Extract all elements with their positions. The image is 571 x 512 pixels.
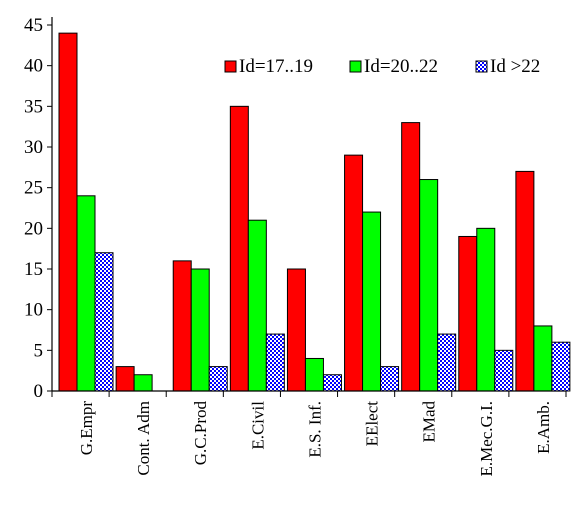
y-tick-label: 30: [24, 137, 43, 158]
legend-item: Id >22: [475, 56, 540, 77]
bar-id-20-22-emad: [419, 179, 439, 392]
y-tick-label: 35: [24, 96, 43, 117]
y-tick-label: 20: [24, 218, 43, 239]
bar-id-17-19-eelect: [344, 154, 364, 392]
bar-id-20-22-e-mec-g-i: [476, 227, 496, 392]
y-tick-label: 45: [24, 15, 43, 36]
bar-id-17-19-g-c-prod: [172, 260, 192, 392]
bar-id-22-e-civil: [265, 333, 285, 392]
bar-id-17-19-e-mec-g-i: [458, 235, 478, 392]
bar-id-20-22-e-civil: [247, 219, 267, 392]
bar-id-17-19-emad: [401, 122, 421, 392]
bar-id-17-19-cont-adm: [115, 366, 135, 392]
bar-id-22-e-mec-g-i: [494, 349, 514, 392]
x-category-label: E.Mec.G.I.: [477, 401, 496, 477]
bar-id-20-22-e-amb: [533, 325, 553, 392]
y-tick-label: 15: [24, 259, 43, 280]
legend-label: Id=17..19: [239, 56, 313, 77]
bars-layer: [58, 32, 571, 392]
bar-id-22-emad: [437, 333, 457, 392]
bar-id-22-eelect: [380, 366, 400, 392]
bar-id-17-19-e-amb: [515, 170, 535, 392]
legend-item: Id=20..22: [349, 56, 438, 77]
bar-id-20-22-cont-adm: [133, 374, 153, 392]
legend: Id=17..19 Id=20..22 Id >22: [224, 56, 540, 77]
bar-id-20-22-e-s-inf: [304, 357, 324, 392]
x-category-label: EElect: [363, 401, 382, 447]
bar-id-22-g-c-prod: [208, 366, 228, 392]
x-category-label: G.Empr: [77, 401, 96, 456]
y-tick-label: 40: [24, 56, 43, 77]
x-category-label: E.Civil: [248, 401, 267, 450]
legend-label: Id >22: [490, 56, 540, 77]
bar-id-17-19-g-empr: [58, 32, 78, 392]
axes-layer: 0 5 10 15 20 25 30 35 40 45 G.Empr Cont. Adm G.C.Pro…: [24, 15, 567, 477]
x-category-label: E.Amb.: [534, 401, 553, 454]
legend-swatch: [475, 60, 488, 73]
bar-id-22-e-amb: [551, 341, 571, 392]
x-category-label: E.S. Inf.: [305, 401, 324, 458]
y-tick-label: 25: [24, 178, 43, 199]
bar-id-20-22-eelect: [362, 211, 382, 392]
legend-swatch: [349, 60, 362, 73]
legend-swatch: [224, 60, 237, 73]
x-category-label: EMad: [420, 401, 439, 443]
x-category-label: G.C.Prod: [191, 401, 210, 466]
bar-id-22-g-empr: [94, 252, 114, 392]
bar-id-22-e-s-inf: [322, 374, 342, 392]
bar-id-17-19-e-s-inf: [286, 268, 306, 392]
y-tick-label: 5: [34, 340, 44, 361]
legend-item: Id=17..19: [224, 56, 313, 77]
legend-label: Id=20..22: [364, 56, 438, 77]
y-tick-label: 0: [34, 381, 44, 402]
y-tick-label: 10: [24, 300, 43, 321]
bar-id-20-22-g-empr: [76, 195, 96, 392]
x-category-label: Cont. Adm: [134, 401, 153, 476]
bar-id-20-22-g-c-prod: [190, 268, 210, 392]
bar-id-17-19-e-civil: [229, 105, 249, 392]
